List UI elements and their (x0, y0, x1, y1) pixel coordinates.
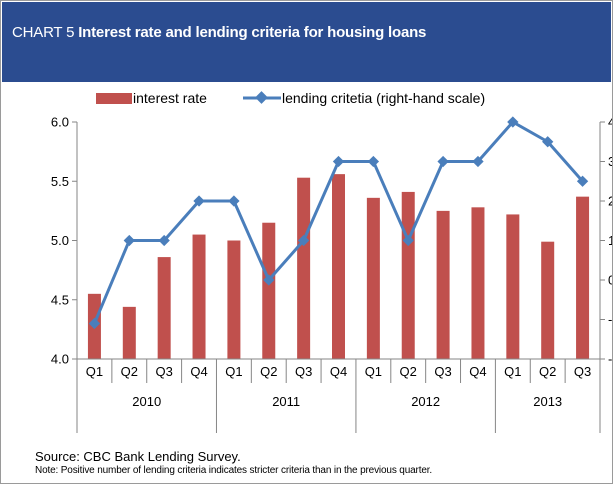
x-axis-quarter-label: Q2 (539, 364, 556, 379)
chart-number: CHART 5 (12, 24, 75, 41)
combo-chart: interest rate lending critetia (right-ha… (51, 90, 612, 433)
left-axis-tick-label: 4.5 (51, 292, 69, 307)
x-axis-year-label: 2010 (132, 394, 161, 409)
lending-criteria-point (228, 195, 240, 207)
right-axis-tick-label: 0 (608, 273, 612, 288)
interest-rate-bar (227, 240, 241, 359)
x-axis-quarter-label: Q3 (434, 364, 451, 379)
x-axis-quarter-label: Q4 (190, 364, 207, 379)
interest-rate-bar (401, 191, 415, 359)
x-axis-year-label: 2013 (533, 394, 562, 409)
right-axis-tick-label: 20 (608, 194, 612, 209)
lending-criteria-point (402, 234, 414, 247)
interest-rate-bar (541, 241, 555, 359)
chart-header: CHART 5 Interest rate and lending criter… (2, 2, 611, 82)
legend-swatch-interest-rate (96, 93, 132, 104)
lending-criteria-point (367, 155, 380, 168)
chart-source: Source: CBC Bank Lending Survey. (35, 449, 241, 464)
x-axis-quarter-label: Q1 (86, 364, 103, 379)
interest-rate-bar (332, 174, 345, 359)
x-axis-quarter-label: Q1 (365, 364, 382, 379)
interest-rate-bar (192, 234, 206, 359)
lending-criteria-point (542, 136, 554, 148)
interest-rate-bar (506, 214, 520, 359)
legend-label-lending-criteria: lending critetia (right-hand scale) (282, 90, 485, 106)
interest-rate-bar (157, 257, 171, 359)
x-axis: Q1 Q2 Q3 Q4 Q1 Q2 Q3 Q4 Q1 Q2 Q3 Q4 Q1 Q2 Q3 2010 2011 20… (76, 358, 601, 433)
x-axis-quarter-label: Q4 (469, 364, 486, 379)
x-axis-year-label: 2011 (272, 394, 300, 409)
interest-rate-bar (122, 306, 136, 359)
chart-title: CHART 5 Interest rate and lending criter… (12, 24, 426, 41)
interest-rate-bar (262, 222, 276, 359)
x-axis-quarter-label: Q1 (504, 364, 521, 379)
lending-criteria-point (332, 155, 345, 168)
lending-criteria-point (297, 234, 310, 247)
right-axis-tick-label: 10 (608, 233, 612, 248)
x-axis-quarter-label: Q2 (121, 364, 138, 379)
bar-series-interest-rate (87, 174, 590, 359)
x-axis-quarter-label: Q1 (225, 364, 242, 379)
lending-criteria-point (576, 175, 589, 187)
x-axis-quarter-label: Q3 (295, 364, 312, 379)
x-axis-year-label: 2012 (411, 394, 440, 409)
legend-marker-lending-criteria (255, 91, 268, 104)
right-axis-tick-label: -20 (608, 352, 612, 367)
x-axis-quarter-label: Q2 (400, 364, 417, 379)
lending-criteria-point (437, 155, 449, 168)
lending-criteria-point (263, 274, 275, 286)
x-axis-quarter-label: Q3 (574, 364, 591, 379)
interest-rate-bar (297, 177, 311, 359)
lending-criteria-point (193, 195, 205, 207)
right-axis-tick-label: 30 (608, 154, 612, 169)
right-axis-tick-label: -10 (608, 312, 612, 327)
lending-criteria-point (158, 234, 170, 247)
legend-label-interest-rate: interest rate (133, 90, 207, 106)
interest-rate-bar (576, 196, 590, 359)
left-axis: 4.0 4.5 5.0 5.5 6.0 (51, 115, 78, 367)
x-axis-quarter-label: Q2 (260, 364, 277, 379)
lending-criteria-point (472, 155, 484, 168)
lending-criteria-point (123, 234, 135, 247)
left-axis-tick-label: 4.0 (51, 352, 69, 367)
right-axis-tick-label: 40 (608, 115, 612, 130)
chart-note: Note: Positive number of lending criteri… (35, 465, 433, 476)
x-axis-quarter-label: Q3 (155, 364, 172, 379)
left-axis-tick-label: 5.0 (51, 233, 69, 248)
chart-legend: interest rate lending critetia (right-ha… (96, 90, 485, 106)
x-axis-quarter-label: Q4 (330, 364, 347, 379)
interest-rate-bar (366, 197, 380, 359)
interest-rate-bar (471, 207, 485, 359)
right-axis: -20 -10 0 10 20 30 40 (599, 115, 612, 367)
chart-title-text: Interest rate and lending criteria for h… (78, 24, 427, 41)
left-axis-tick-label: 5.5 (51, 174, 69, 189)
interest-rate-bar (436, 210, 450, 359)
left-axis-tick-label: 6.0 (51, 115, 69, 130)
